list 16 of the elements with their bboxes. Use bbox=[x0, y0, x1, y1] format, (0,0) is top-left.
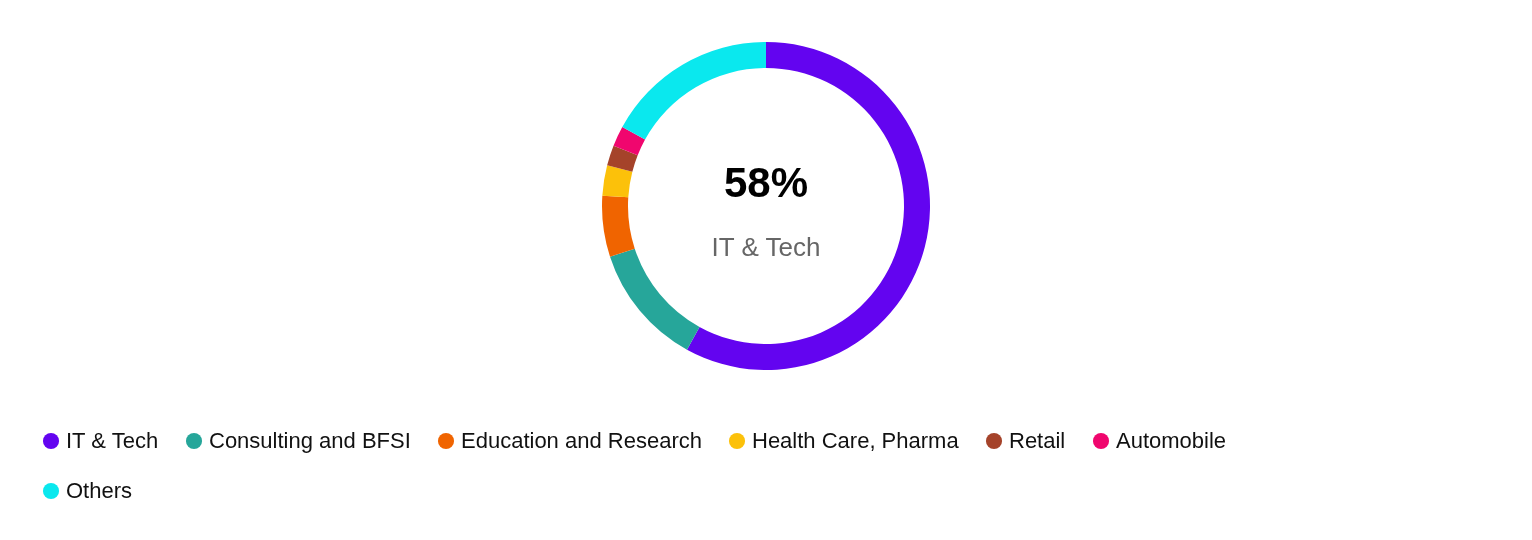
donut-slice bbox=[613, 126, 646, 156]
legend-label: IT & Tech bbox=[66, 428, 159, 453]
donut-slice bbox=[607, 145, 638, 172]
donut-slice bbox=[610, 248, 700, 350]
legend-label: Automobile bbox=[1116, 428, 1227, 453]
donut-slice bbox=[602, 195, 635, 257]
donut-slice bbox=[686, 42, 930, 370]
text: 58% bbox=[723, 159, 809, 206]
legend-label: Education and Research bbox=[461, 428, 702, 453]
legend-label: Health Care, Pharma bbox=[752, 428, 960, 453]
donut-slice bbox=[602, 165, 633, 198]
legend-label: Consulting and BFSI bbox=[209, 428, 411, 453]
donut-slice bbox=[622, 42, 766, 140]
legend-label: Others bbox=[66, 478, 133, 503]
text: IT & Tech bbox=[711, 232, 821, 262]
legend-label: Retail bbox=[1009, 428, 1066, 453]
